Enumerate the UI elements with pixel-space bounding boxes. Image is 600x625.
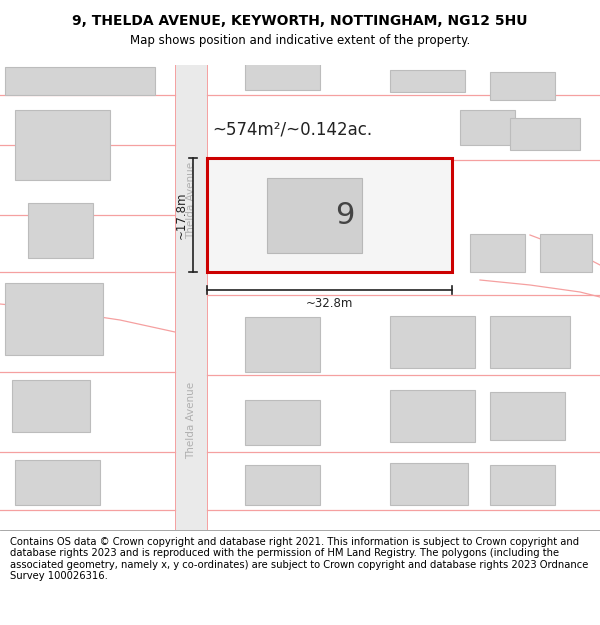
Text: ~17.8m: ~17.8m bbox=[175, 191, 188, 239]
Bar bbox=[5, 67, 155, 95]
Bar bbox=[12, 380, 90, 432]
Text: Thelda Avenue: Thelda Avenue bbox=[186, 381, 196, 459]
Bar bbox=[15, 110, 110, 180]
Bar bbox=[510, 118, 580, 150]
Bar bbox=[490, 316, 570, 368]
Bar bbox=[5, 283, 103, 355]
Text: 9, THELDA AVENUE, KEYWORTH, NOTTINGHAM, NG12 5HU: 9, THELDA AVENUE, KEYWORTH, NOTTINGHAM, … bbox=[72, 14, 528, 28]
Bar bbox=[460, 110, 515, 145]
Bar bbox=[245, 317, 320, 372]
Bar bbox=[540, 234, 592, 272]
Text: Map shows position and indicative extent of the property.: Map shows position and indicative extent… bbox=[130, 34, 470, 47]
Text: Contains OS data © Crown copyright and database right 2021. This information is : Contains OS data © Crown copyright and d… bbox=[10, 537, 589, 581]
Bar bbox=[15, 460, 100, 505]
Bar bbox=[490, 72, 555, 100]
Bar bbox=[390, 70, 465, 92]
Bar bbox=[245, 60, 320, 90]
Text: 9: 9 bbox=[335, 201, 354, 229]
Text: Thelda Avenue: Thelda Avenue bbox=[186, 161, 196, 239]
Bar bbox=[390, 316, 475, 368]
Bar bbox=[207, 158, 452, 272]
Bar bbox=[390, 390, 475, 442]
Bar bbox=[28, 203, 93, 258]
Bar bbox=[490, 465, 555, 505]
Bar bbox=[470, 234, 525, 272]
Text: ~32.8m: ~32.8m bbox=[306, 297, 353, 310]
Bar bbox=[245, 465, 320, 505]
Text: ~574m²/~0.142ac.: ~574m²/~0.142ac. bbox=[212, 121, 372, 139]
Bar bbox=[390, 463, 468, 505]
Bar bbox=[245, 400, 320, 445]
Bar bbox=[490, 392, 565, 440]
Bar bbox=[267, 177, 362, 252]
Bar bbox=[175, 65, 207, 530]
